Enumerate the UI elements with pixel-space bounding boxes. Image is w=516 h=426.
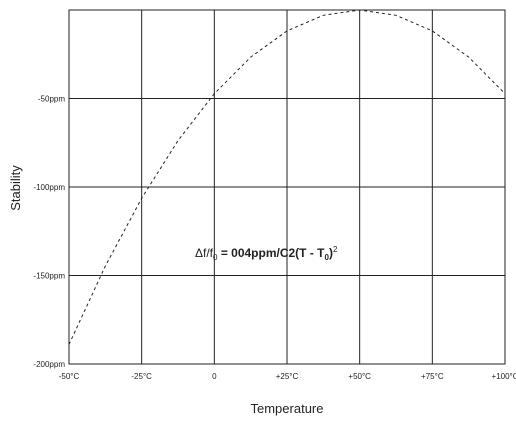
x-axis-title: Temperature	[251, 401, 324, 416]
x-tick-label: 0	[212, 372, 217, 381]
formula-sub-1: 0	[325, 253, 330, 262]
formula-annotation: Δf/f0 = 004ppm/C2(T - T0)2	[195, 245, 338, 262]
x-tick-label: +75°C	[421, 372, 444, 381]
grid-lines	[69, 10, 505, 364]
y-axis-title: Stability	[8, 165, 23, 211]
formula-suffix: )	[329, 246, 333, 260]
x-tick-label: +50°C	[348, 372, 371, 381]
x-tick-label: -25°C	[131, 372, 152, 381]
formula-prefix: Δf/f	[195, 246, 214, 260]
y-tick-label: -150ppm	[33, 272, 65, 281]
y-tick-labels: -50ppm -100ppm -150ppm -200ppm	[33, 95, 65, 370]
x-tick-label: -50°C	[59, 372, 80, 381]
x-tick-label: +100°C	[492, 372, 516, 381]
y-tick-label: -50ppm	[38, 95, 65, 104]
y-tick-label: -100ppm	[33, 183, 65, 192]
x-tick-label: +25°C	[276, 372, 299, 381]
formula-sub-0: 0	[213, 253, 218, 262]
formula-middle: = 004ppm/C2(T - T	[217, 246, 325, 260]
x-tick-labels: -50°C -25°C 0 +25°C +50°C +75°C +100°C	[59, 372, 516, 381]
stability-curve	[68, 9, 506, 345]
y-tick-label: -200ppm	[33, 360, 65, 369]
plot-frame	[68, 9, 506, 365]
formula-superscript: 2	[333, 245, 338, 254]
